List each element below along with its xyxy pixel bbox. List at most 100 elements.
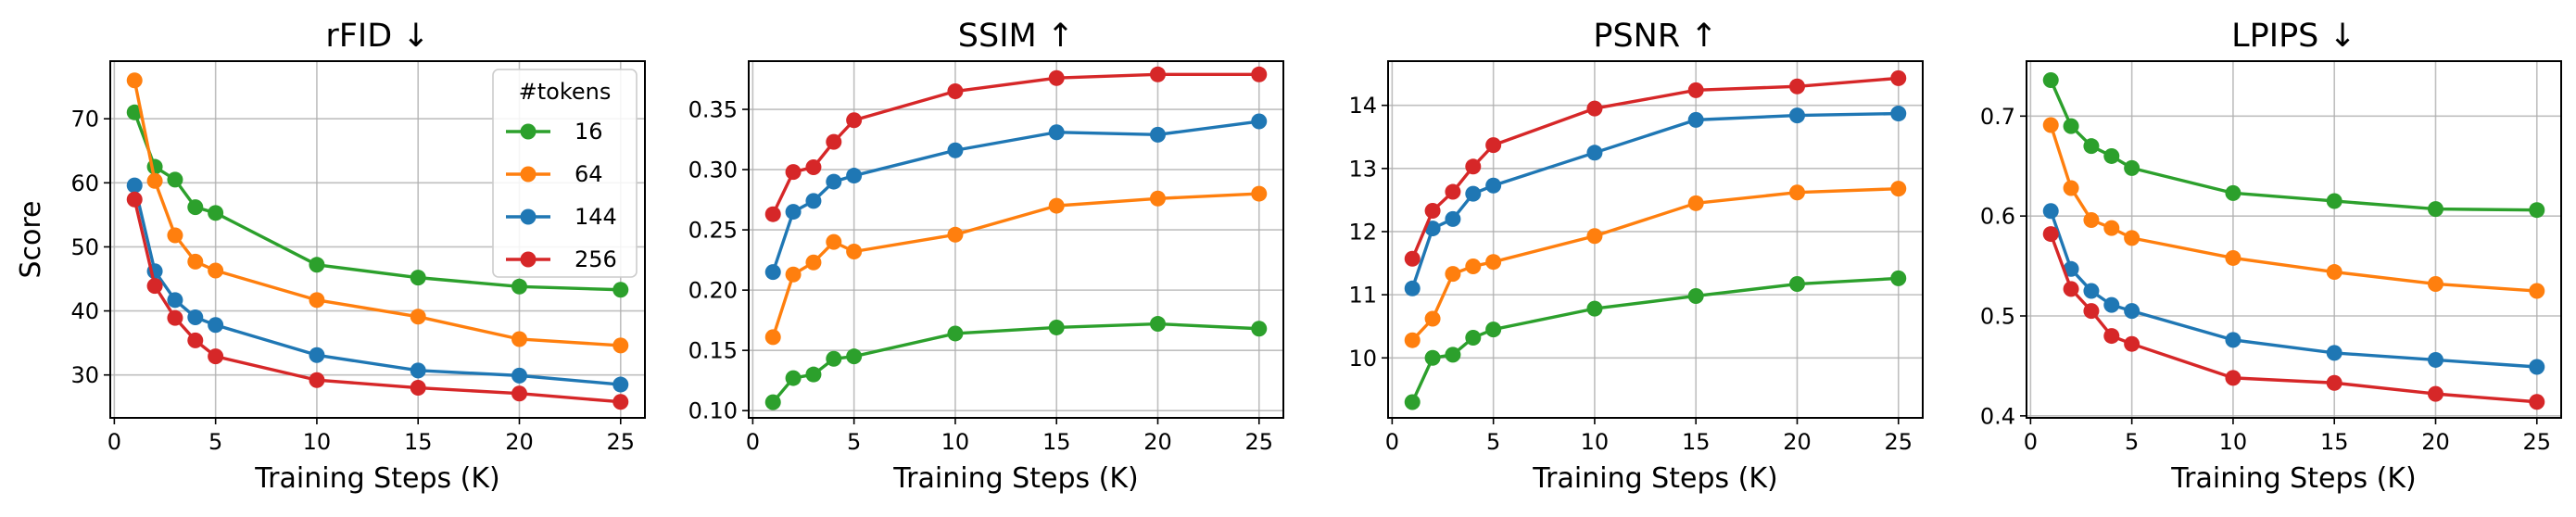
chart-panel-1: 0 5 10 15 20 25 30 40 50 60 70 rFID ↓ Training Steps… — [15, 18, 646, 495]
data-point-144 — [1048, 124, 1065, 141]
chart-panel-2: 0 5 10 15 20 25 0.10 0.15 0.20 0.25 0.30 0.35 SSIM ↑… — [688, 18, 1284, 495]
data-point-16 — [2063, 118, 2079, 134]
data-point-64 — [1586, 228, 1603, 245]
data-point-64 — [146, 172, 163, 189]
y-tick-label: 13 — [1348, 156, 1377, 182]
data-point-16 — [167, 171, 183, 188]
data-point-64 — [1404, 332, 1421, 348]
y-tick-label: 0.15 — [688, 338, 738, 364]
data-point-16 — [511, 278, 527, 295]
data-point-144 — [126, 177, 143, 194]
plot-frame — [748, 60, 1284, 419]
x-axis-label: Training Steps (K) — [2170, 462, 2416, 495]
y-axis-label: Score — [15, 200, 47, 278]
data-point-16 — [2083, 138, 2100, 155]
data-point-256 — [309, 372, 325, 388]
data-point-16 — [1890, 270, 1907, 286]
y-tick-label: 0.35 — [688, 97, 738, 123]
chart-panel-3: 0 5 10 15 20 25 10 11 12 13 14 PSNR ↑ Training Steps… — [1348, 18, 1924, 495]
data-point-256 — [1048, 69, 1065, 86]
data-point-16 — [410, 270, 426, 286]
data-point-144 — [2042, 203, 2059, 220]
y-tick-label: 0.7 — [1980, 104, 2015, 130]
data-point-144 — [1424, 221, 1441, 237]
data-point-64 — [785, 266, 802, 283]
x-tick-label: 25 — [1884, 429, 1913, 455]
data-point-144 — [612, 376, 629, 393]
data-point-64 — [1048, 197, 1065, 214]
y-tick-label: 0.30 — [688, 158, 738, 183]
data-point-64 — [1445, 266, 1461, 283]
data-point-64 — [2529, 283, 2545, 299]
x-axis-label: Training Steps (K) — [254, 462, 499, 495]
data-point-64 — [1424, 310, 1441, 327]
data-point-256 — [167, 309, 183, 326]
data-point-256 — [1687, 82, 1704, 98]
data-point-64 — [1465, 258, 1482, 274]
data-point-64 — [947, 226, 964, 243]
data-point-144 — [2427, 351, 2443, 368]
data-point-256 — [846, 112, 863, 129]
data-point-256 — [1404, 250, 1421, 267]
data-point-256 — [2225, 370, 2241, 386]
data-point-144 — [1404, 280, 1421, 296]
data-point-256 — [2103, 328, 2120, 345]
data-point-144 — [2103, 296, 2120, 313]
data-point-256 — [764, 206, 781, 222]
data-point-16 — [126, 104, 143, 120]
y-tick-label: 50 — [70, 234, 99, 260]
x-tick-label: 0 — [1385, 429, 1399, 455]
legend-title: #tokens — [519, 79, 612, 105]
data-point-64 — [511, 331, 527, 347]
data-point-256 — [2063, 281, 2079, 297]
data-point-16 — [805, 366, 822, 383]
data-point-16 — [1424, 349, 1441, 366]
data-point-16 — [1445, 347, 1461, 363]
data-point-256 — [2083, 303, 2100, 320]
data-point-144 — [2124, 303, 2140, 320]
data-point-64 — [2103, 220, 2120, 236]
data-point-64 — [2326, 264, 2342, 281]
data-point-16 — [764, 394, 781, 410]
legend-label-256: 256 — [575, 246, 617, 272]
y-tick-label: 10 — [1348, 346, 1377, 372]
data-point-16 — [2103, 147, 2120, 164]
y-tick-label: 11 — [1348, 283, 1377, 309]
data-point-144 — [1149, 126, 1166, 143]
data-point-16 — [309, 257, 325, 273]
data-point-16 — [1586, 300, 1603, 317]
data-point-144 — [1251, 113, 1268, 130]
data-point-144 — [805, 193, 822, 209]
y-tick-label: 14 — [1348, 93, 1377, 119]
data-point-64 — [764, 329, 781, 346]
data-point-16 — [1788, 276, 1805, 293]
data-point-16 — [826, 350, 842, 367]
data-point-256 — [2427, 385, 2443, 402]
data-point-64 — [1251, 185, 1268, 202]
x-tick-label: 15 — [1042, 429, 1071, 455]
data-point-256 — [146, 278, 163, 295]
chart-title: LPIPS ↓ — [2231, 18, 2356, 55]
data-point-144 — [309, 347, 325, 363]
data-point-64 — [1687, 195, 1704, 211]
data-point-16 — [947, 325, 964, 342]
x-tick-label: 20 — [505, 429, 534, 455]
y-tick-label: 0.25 — [688, 218, 738, 244]
data-point-256 — [1251, 66, 1268, 82]
x-tick-label: 20 — [1143, 429, 1172, 455]
data-point-144 — [2529, 359, 2545, 375]
data-point-144 — [1485, 177, 1502, 194]
legend-label-64: 64 — [575, 161, 603, 187]
data-point-64 — [208, 262, 224, 279]
data-point-256 — [1424, 203, 1441, 219]
y-tick-label: 70 — [70, 107, 99, 132]
data-point-144 — [1788, 107, 1805, 124]
x-tick-label: 25 — [1244, 429, 1273, 455]
data-point-144 — [947, 142, 964, 158]
y-tick-label: 0.4 — [1980, 403, 2015, 429]
data-point-64 — [1890, 181, 1907, 197]
chart-title: rFID ↓ — [325, 18, 429, 55]
data-point-64 — [187, 253, 204, 270]
x-tick-label: 15 — [1682, 429, 1711, 455]
